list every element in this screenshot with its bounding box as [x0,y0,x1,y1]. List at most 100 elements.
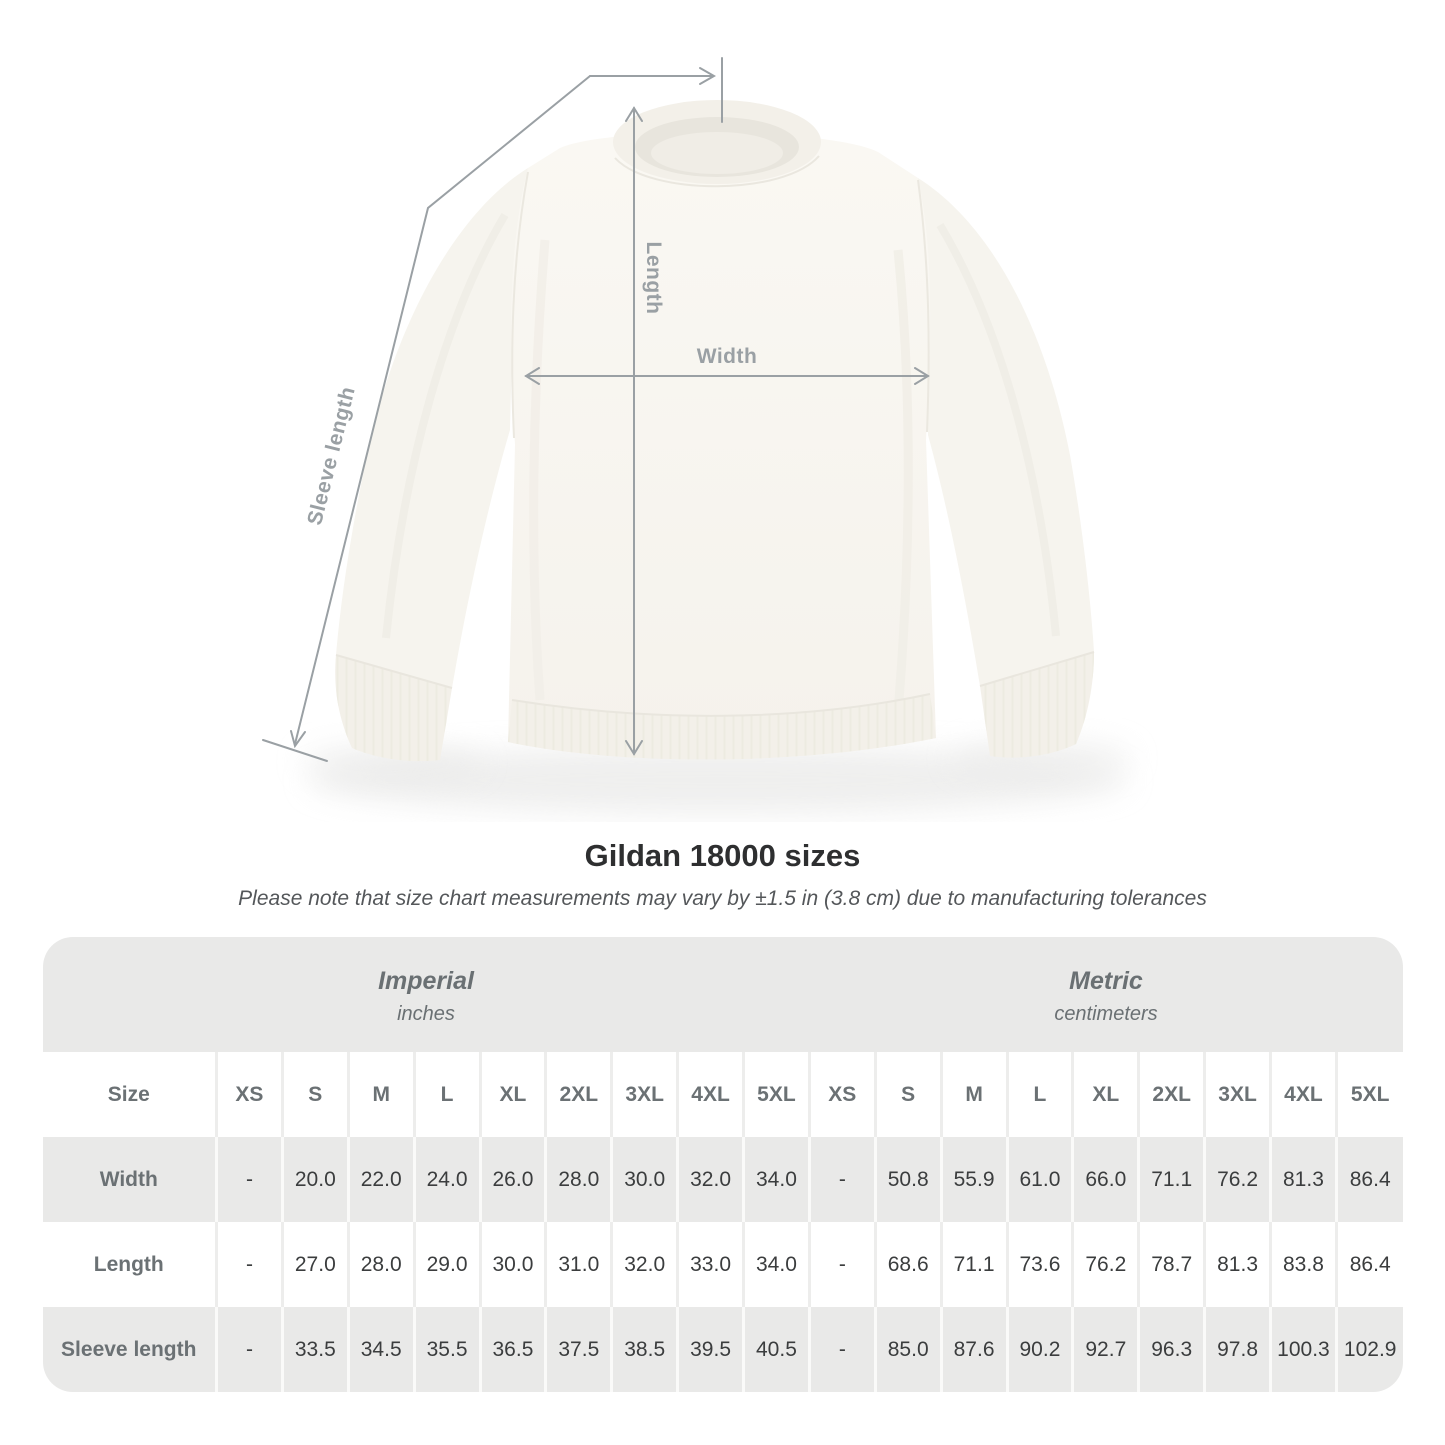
measurement-cell: 34.0 [742,1222,810,1307]
measurement-cell: 73.6 [1005,1222,1073,1307]
measurement-cell: 76.2 [1203,1137,1271,1222]
measurement-cell: 83.8 [1269,1222,1337,1307]
size-table-card: Imperial inches Metric centimeters Size X… [42,937,1403,1392]
sleeve-length-line [294,75,591,745]
measurement-cell: 32.0 [610,1222,678,1307]
measurement-row: Width -20.0 22.0 24.0 26.0 28.0 30.0 32.0 34.0-5… [42,1137,1403,1222]
measurement-cell: 34.5 [346,1307,415,1392]
unit-group-header: Imperial inches Metric centimeters [42,937,1403,1052]
measurement-cell: 55.9 [939,1137,1007,1222]
metric-unit-label: centimeters [1054,1003,1158,1025]
measurement-cell: 39.5 [676,1307,744,1392]
size-column-header: 3XL [610,1052,678,1137]
measurement-cell: - [215,1307,283,1392]
cuff-tick [262,739,328,762]
measurement-cell: 31.0 [544,1222,612,1307]
measurement-row: Sleeve length -33.5 34.5 35.5 36.5 37.5 38.5 39… [42,1307,1403,1392]
measurement-cell: 90.2 [1005,1307,1073,1392]
measurement-cell: 32.0 [676,1137,744,1222]
left-arrowhead-icon [524,367,540,385]
size-column-header: M [346,1052,415,1137]
measurement-cell: 20.0 [280,1137,349,1222]
measurement-cell: 68.6 [873,1222,942,1307]
measurement-row-label: Length [93,1252,164,1276]
size-header-row: Size XS S M L XL 2XL 3XL 4XL 5XL XS S M L XL 2XL 3XL 4XL 5… [42,1052,1403,1137]
measurement-cell: 86.4 [1334,1137,1403,1222]
measurement-cell: - [807,1222,876,1307]
size-column-header: 4XL [676,1052,744,1137]
sweatshirt-illustration [262,57,1132,814]
page-title: Gildan 18000 sizes [584,838,861,873]
left-cuff [335,654,453,762]
size-table-body: Width -20.0 22.0 24.0 26.0 28.0 30.0 32.0 34.0-5… [42,1137,1403,1392]
measurement-cell: 61.0 [1005,1137,1073,1222]
size-corner-header: Size [107,1082,150,1106]
measurement-cell: 28.0 [346,1222,415,1307]
measurement-cell: 100.3 [1269,1307,1337,1392]
imperial-unit-label: inches [397,1003,455,1025]
measurement-row: Length -27.0 28.0 29.0 30.0 31.0 32.0 33.0 34.0-… [42,1222,1403,1307]
down-arrowhead-icon [290,730,306,749]
hem-band [508,693,936,760]
measurement-cell: 81.3 [1269,1137,1337,1222]
right-arrowhead-icon [699,67,717,85]
measurement-cell: 27.0 [280,1222,349,1307]
measurement-cell: 85.0 [873,1307,942,1392]
measurement-cell: 34.0 [742,1137,810,1222]
size-column-header: XL [478,1052,546,1137]
size-diagram: Length Width Sleeve length [262,57,1132,814]
measurement-lines [262,57,930,762]
garment-shadow [308,746,1128,814]
measurement-cell: 86.4 [1334,1222,1403,1307]
size-column-header: 5XL [1334,1052,1403,1137]
measurement-cell: 71.1 [939,1222,1007,1307]
measurement-cell: 78.7 [1137,1222,1205,1307]
up-arrowhead-icon [625,106,643,122]
right-sleeve [918,178,1094,686]
measurement-cell: 81.3 [1203,1222,1271,1307]
measurement-cell: 97.8 [1203,1307,1271,1392]
tolerance-note: Please note that size chart measurements… [238,887,1207,910]
measurement-cell: 30.0 [610,1137,678,1222]
measurement-cell: 76.2 [1071,1222,1139,1307]
measurement-cell: 40.5 [742,1307,810,1392]
metric-group-header: Metric centimeters [810,937,1403,1052]
measurement-cell: 87.6 [939,1307,1007,1392]
size-table: Size XS S M L XL 2XL 3XL 4XL 5XL XS S M L XL 2XL 3XL 4XL 5… [42,1052,1403,1392]
measurement-row-label: Sleeve length [61,1337,197,1361]
measurement-cell: - [807,1307,876,1392]
right-cuff [979,651,1095,758]
size-column-header: S [873,1052,942,1137]
imperial-group-header: Imperial inches [43,937,810,1052]
size-column-header: XS [807,1052,876,1137]
measurement-cell: 66.0 [1071,1137,1139,1222]
measurement-cell: 102.9 [1334,1307,1403,1392]
metric-label: Metric [1069,967,1143,995]
measurement-cell: 35.5 [412,1307,480,1392]
size-column-header: XL [1071,1052,1139,1137]
measurement-cell: - [807,1137,876,1222]
measurement-row-label: Width [99,1167,158,1191]
measurement-cell: 38.5 [610,1307,678,1392]
measurement-cell: 26.0 [478,1137,546,1222]
torso [508,132,936,760]
right-arrowhead-icon [914,367,930,385]
size-column-header: L [412,1052,480,1137]
measurement-cell: 71.1 [1137,1137,1205,1222]
size-column-header: S [280,1052,349,1137]
size-column-header: 4XL [1269,1052,1337,1137]
measurement-cell: 30.0 [478,1222,546,1307]
measurement-cell: 22.0 [346,1137,415,1222]
size-column-header: 3XL [1203,1052,1271,1137]
length-label: Length [642,241,665,315]
measurement-cell: 36.5 [478,1307,546,1392]
size-column-header: 2XL [1137,1052,1205,1137]
size-column-header: XS [215,1052,283,1137]
measurement-cell: 29.0 [412,1222,480,1307]
sweatshirt [335,100,1095,762]
size-column-header: L [1005,1052,1073,1137]
measurement-cell: - [215,1137,283,1222]
down-arrowhead-icon [625,740,643,756]
measurement-cell: 33.0 [676,1222,744,1307]
